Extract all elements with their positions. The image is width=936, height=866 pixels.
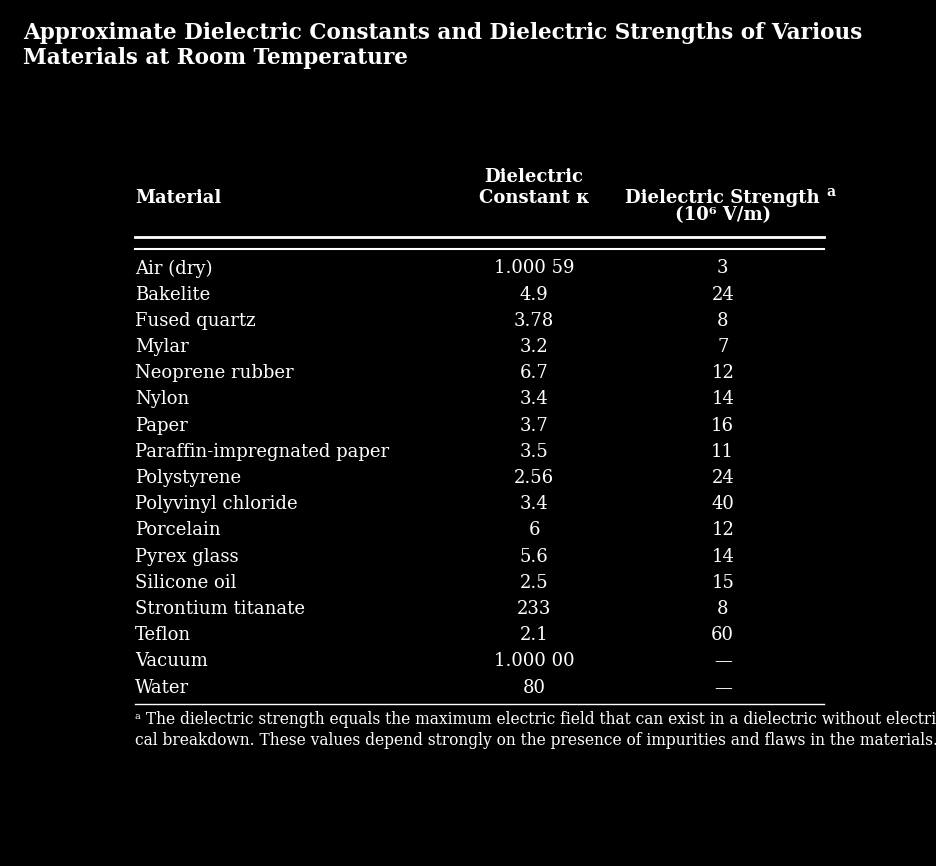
Text: Water: Water	[135, 679, 189, 696]
Text: Porcelain: Porcelain	[135, 521, 221, 540]
Text: 1.000 00: 1.000 00	[494, 652, 575, 670]
Text: 24: 24	[711, 286, 734, 304]
Text: Mylar: Mylar	[135, 338, 189, 356]
Text: —: —	[714, 679, 732, 696]
Text: 3.4: 3.4	[519, 391, 548, 409]
Text: 3.2: 3.2	[519, 338, 548, 356]
Text: Silicone oil: Silicone oil	[135, 574, 237, 591]
Text: —: —	[714, 652, 732, 670]
Text: Strontium titanate: Strontium titanate	[135, 600, 305, 618]
Text: 6: 6	[528, 521, 540, 540]
Text: Pyrex glass: Pyrex glass	[135, 547, 239, 565]
Text: Dielectric Strength: Dielectric Strength	[625, 190, 820, 207]
Text: 233: 233	[517, 600, 551, 618]
Text: (10⁶ V/m): (10⁶ V/m)	[675, 206, 770, 224]
Text: Air (dry): Air (dry)	[135, 259, 212, 277]
Text: 40: 40	[711, 495, 734, 514]
Text: a: a	[826, 184, 836, 198]
Text: Teflon: Teflon	[135, 626, 191, 644]
Text: 24: 24	[711, 469, 734, 487]
Text: 14: 14	[711, 547, 734, 565]
Text: 16: 16	[711, 417, 734, 435]
Text: 3: 3	[717, 260, 728, 277]
Text: Dielectric
Constant κ: Dielectric Constant κ	[479, 169, 590, 207]
Text: 7: 7	[717, 338, 728, 356]
Text: 3.7: 3.7	[519, 417, 548, 435]
Text: Bakelite: Bakelite	[135, 286, 211, 304]
Text: 60: 60	[711, 626, 734, 644]
Text: Approximate Dielectric Constants and Dielectric Strengths of Various
Materials a: Approximate Dielectric Constants and Die…	[23, 22, 863, 69]
Text: 14: 14	[711, 391, 734, 409]
Text: 15: 15	[711, 574, 734, 591]
Text: 5.6: 5.6	[519, 547, 548, 565]
Text: Polystyrene: Polystyrene	[135, 469, 241, 487]
Text: 6.7: 6.7	[519, 365, 548, 382]
Text: ᵃ The dielectric strength equals the maximum electric field that can exist in a : ᵃ The dielectric strength equals the max…	[135, 711, 936, 727]
Text: 3.5: 3.5	[519, 443, 548, 461]
Text: 12: 12	[711, 365, 734, 382]
Text: 2.1: 2.1	[519, 626, 548, 644]
Text: Polyvinyl chloride: Polyvinyl chloride	[135, 495, 298, 514]
Text: 80: 80	[522, 679, 546, 696]
Text: 1.000 59: 1.000 59	[494, 260, 575, 277]
Text: Fused quartz: Fused quartz	[135, 312, 256, 330]
Text: cal breakdown. These values depend strongly on the presence of impurities and fl: cal breakdown. These values depend stron…	[135, 732, 936, 749]
Text: 8: 8	[717, 312, 728, 330]
Text: 2.56: 2.56	[514, 469, 554, 487]
Text: Paraffin-impregnated paper: Paraffin-impregnated paper	[135, 443, 389, 461]
Text: Vacuum: Vacuum	[135, 652, 208, 670]
Text: 2.5: 2.5	[519, 574, 548, 591]
Text: Material: Material	[135, 190, 222, 207]
Text: 8: 8	[717, 600, 728, 618]
Text: 12: 12	[711, 521, 734, 540]
Text: 3.4: 3.4	[519, 495, 548, 514]
Text: Neoprene rubber: Neoprene rubber	[135, 365, 294, 382]
Text: 3.78: 3.78	[514, 312, 554, 330]
Text: 4.9: 4.9	[519, 286, 548, 304]
Text: Paper: Paper	[135, 417, 188, 435]
Text: 11: 11	[711, 443, 734, 461]
Text: Nylon: Nylon	[135, 391, 189, 409]
